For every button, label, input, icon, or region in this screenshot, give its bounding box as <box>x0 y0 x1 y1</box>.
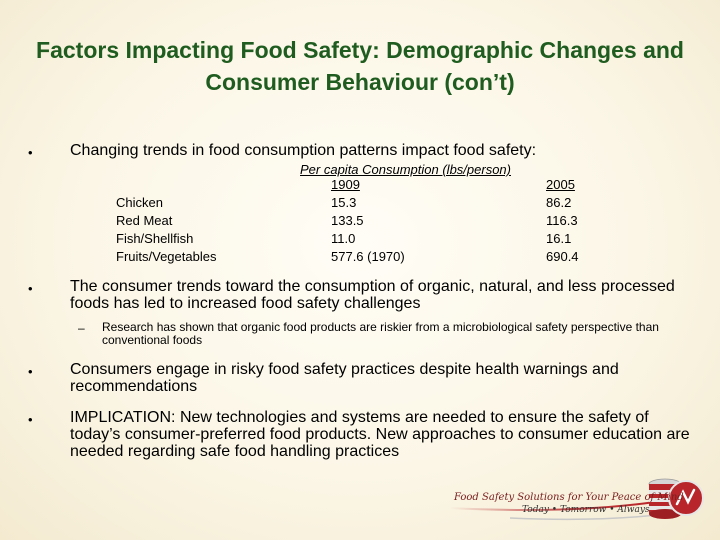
logo-subline: Today • Tomorrow • Always <box>522 505 650 515</box>
value-2005-chicken: 86.2 <box>546 195 572 210</box>
table-item-fruits-vegetables: Fruits/Vegetables <box>116 249 217 264</box>
bullet-text-2: The consumer trends toward the consumpti… <box>70 278 675 312</box>
bullet-marker: • <box>28 364 33 379</box>
value-1909-red-meat: 133.5 <box>331 213 364 228</box>
company-logo <box>449 462 710 532</box>
bullet-text-4: IMPLICATION: New technologies and system… <box>70 409 690 460</box>
bullet-text-3: Consumers engage in risky food safety pr… <box>70 361 619 395</box>
bullet-text-1: Changing trends in food consumption patt… <box>70 142 537 159</box>
year-2005-header: 2005 <box>546 177 575 192</box>
logo-tagline: Food Safety Solutions for Your Peace of … <box>454 492 684 503</box>
table-item-red-meat: Red Meat <box>116 213 173 228</box>
value-1909-fish: 11.0 <box>331 231 356 246</box>
table-item-column: Chicken Red Meat Fish/Shellfish Fruits/V… <box>116 194 216 266</box>
table-header: Per capita Consumption (lbs/person) <box>300 162 511 177</box>
value-2005-red-meat: 116.3 <box>546 213 578 228</box>
table-2005-column: 2005 86.2 116.3 16.1 690.4 <box>546 176 579 266</box>
sub-bullet-text: Research has shown that organic food pro… <box>102 320 659 347</box>
value-1909-fruits-vegetables: 577.6 (1970) <box>331 249 405 264</box>
value-1909-chicken: 15.3 <box>331 195 357 210</box>
slide-title: Factors Impacting Food Safety: Demograph… <box>36 37 684 95</box>
sub-bullet-marker: – <box>78 321 85 335</box>
stacked-discs-logo-icon <box>449 478 704 521</box>
value-2005-fish: 16.1 <box>546 231 572 246</box>
bullet-marker: • <box>28 412 33 427</box>
bullet-marker: • <box>28 145 33 160</box>
bullet-marker: • <box>28 281 33 296</box>
value-2005-fruits-vegetables: 690.4 <box>546 249 579 264</box>
table-item-chicken: Chicken <box>116 195 163 210</box>
table-item-fish: Fish/Shellfish <box>116 231 194 246</box>
year-1909-header: 1909 <box>331 177 360 192</box>
table-1909-column: 1909 15.3 133.5 11.0 577.6 (1970) <box>331 176 405 266</box>
